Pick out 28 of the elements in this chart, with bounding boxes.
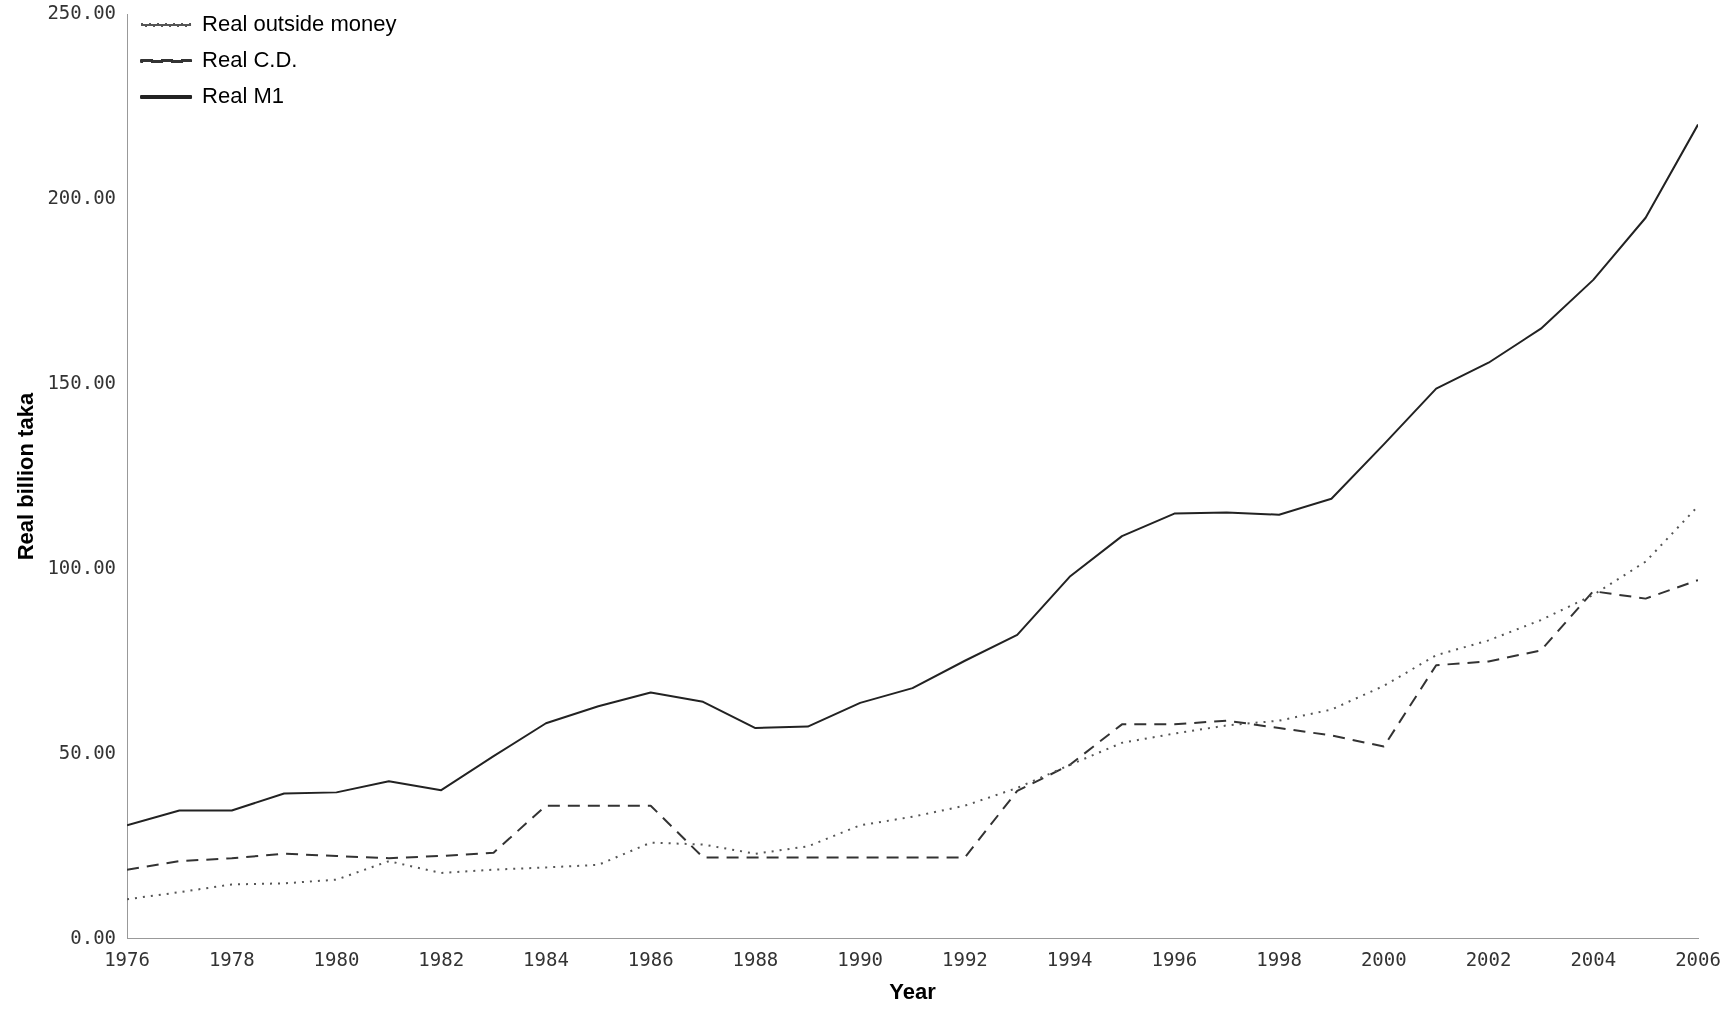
x-tick-label: 1976 [104, 948, 150, 971]
x-tick-label: 2000 [1360, 948, 1407, 971]
x-tick-label: 2004 [1570, 948, 1617, 971]
x-tick-label: 1978 [208, 948, 255, 971]
x-tick-label: 2006 [1675, 948, 1721, 971]
x-axis-title: Year [889, 978, 937, 1004]
y-tick-label: 250.00 [47, 1, 117, 24]
x-tick-label: 1990 [837, 948, 884, 971]
line-series [127, 579, 1698, 871]
y-tick-label: 50.00 [58, 740, 117, 763]
x-tick-label: 1980 [313, 948, 360, 971]
x-tick-label: 1998 [1256, 948, 1302, 971]
x-tick-label: 2002 [1465, 948, 1512, 971]
x-tick-label: 1994 [1046, 948, 1093, 971]
x-tick-label: 1984 [523, 948, 569, 971]
legend-label: Real C.D. [202, 47, 298, 73]
y-tick-label: 0.00 [70, 925, 117, 948]
y-tick-label: 200.00 [47, 186, 117, 209]
x-tick-label: 1986 [627, 948, 674, 971]
x-tick-label: 1996 [1151, 948, 1198, 971]
x-tick-label: 1992 [942, 948, 988, 971]
y-tick-label: 150.00 [47, 371, 117, 394]
y-axis-title: Real billion taka [13, 392, 39, 561]
y-tick-label: 100.00 [47, 555, 117, 578]
legend-label: Real M1 [202, 83, 284, 109]
x-tick-label: 1988 [732, 948, 779, 971]
legend-label: Real outside money [202, 11, 397, 37]
x-tick-label: 1982 [418, 948, 465, 971]
